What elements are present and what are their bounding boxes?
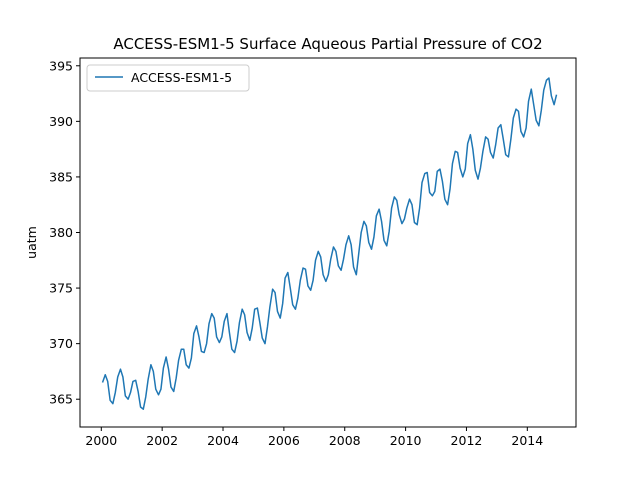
plot-background: [80, 58, 576, 427]
y-tick-label: 390: [49, 114, 73, 129]
y-tick-label: 395: [49, 58, 73, 73]
x-axis: 2000 2002 2004 2006 2008 2010 2012 2014: [85, 427, 543, 448]
plot-frame: [79, 57, 577, 428]
series-layer: [101, 77, 558, 410]
y-tick-label: 365: [49, 392, 73, 407]
y-tick-label: 375: [49, 281, 73, 296]
x-tick-label: 2000: [85, 433, 117, 448]
x-tick-label: 2004: [207, 433, 239, 448]
x-tick-label: 2010: [390, 433, 422, 448]
y-axis-label: uatm: [24, 226, 39, 259]
series-line: [101, 77, 558, 410]
chart-title: ACCESS-ESM1-5 Surface Aqueous Partial Pr…: [113, 35, 542, 53]
y-tick-label: 385: [49, 169, 73, 184]
y-axis: 365 370 375 380 385 390 395: [49, 58, 80, 407]
legend-box: [86, 64, 250, 92]
legend-label: ACCESS-ESM1-5: [131, 70, 232, 85]
x-tick-label: 2008: [329, 433, 361, 448]
y-tick-label: 370: [49, 336, 73, 351]
y-tick-label: 380: [49, 225, 73, 240]
x-tick-label: 2002: [146, 433, 178, 448]
x-tick-label: 2014: [511, 433, 543, 448]
x-tick-label: 2006: [268, 433, 300, 448]
x-tick-label: 2012: [451, 433, 483, 448]
legend: ACCESS-ESM1-5: [86, 64, 250, 92]
plot-area: 2000 2002 2004 2006 2008 2010 2012 2014 3653703…: [49, 57, 577, 448]
